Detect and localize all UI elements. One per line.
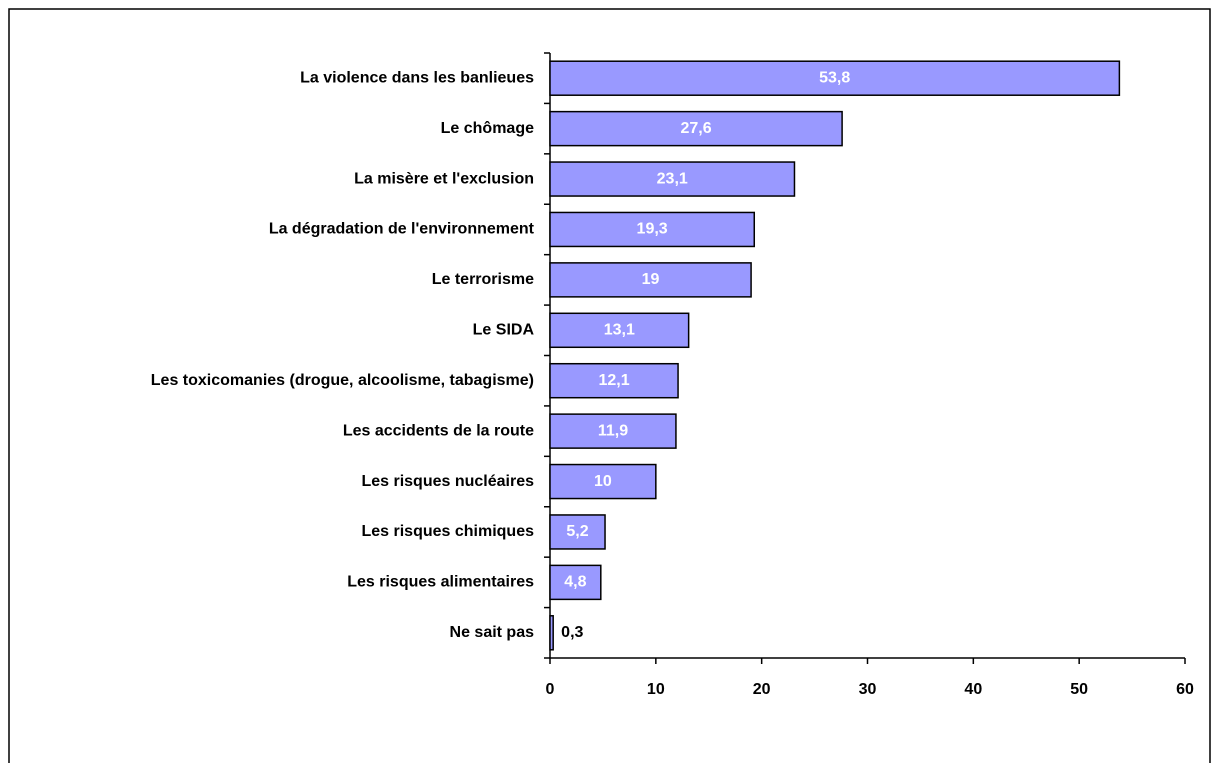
y-tick-label: Les risques chimiques — [361, 523, 534, 540]
y-tick-label: Ne sait pas — [450, 624, 535, 641]
bar — [549, 161, 796, 197]
value-label: 0,3 — [561, 624, 583, 641]
value-label: 23,1 — [657, 170, 688, 187]
value-label: 12,1 — [598, 372, 629, 389]
bar — [549, 463, 657, 500]
y-tick-label: La misère et l'exclusion — [354, 170, 534, 187]
y-tick-label: La violence dans les banlieues — [300, 69, 534, 86]
bar — [549, 413, 677, 449]
y-tick-label: Le terrorisme — [432, 271, 534, 288]
bar — [549, 362, 679, 399]
value-label: 13,1 — [604, 322, 635, 339]
x-tick-label: 10 — [647, 681, 665, 698]
frame — [8, 8, 1211, 763]
y-tick-label: Les risques nucléaires — [361, 473, 534, 490]
x-tick-label: 0 — [546, 681, 555, 698]
value-label: 10 — [594, 473, 612, 490]
y-tick-label: Le chômage — [441, 120, 534, 137]
y-tick-label: Les toxicomanies (drogue, alcoolisme, ta… — [151, 372, 534, 389]
y-tick-label: Les accidents de la route — [343, 422, 534, 439]
x-tick-label: 60 — [1176, 681, 1194, 698]
value-label: 4,8 — [564, 574, 586, 591]
bar — [549, 262, 752, 298]
value-label: 19 — [642, 271, 660, 288]
value-label: 5,2 — [566, 523, 588, 540]
value-label: 11,9 — [598, 422, 628, 439]
value-label: 19,3 — [637, 221, 668, 238]
x-tick-label: 40 — [964, 681, 982, 698]
y-tick-label: Le SIDA — [473, 322, 535, 339]
y-tick-label: La dégradation de l'environnement — [269, 221, 535, 238]
bar — [549, 60, 1121, 96]
bar — [549, 615, 554, 651]
value-label: 53,8 — [819, 69, 850, 86]
value-label: 27,6 — [680, 120, 711, 137]
bar — [549, 211, 756, 248]
y-tick-label: Les risques alimentaires — [347, 574, 534, 591]
bar — [549, 110, 843, 147]
bar — [549, 514, 606, 550]
bar — [549, 564, 602, 601]
x-tick-label: 30 — [859, 681, 877, 698]
x-tick-label: 20 — [753, 681, 771, 698]
bar — [549, 312, 690, 349]
x-tick-label: 50 — [1070, 681, 1088, 698]
